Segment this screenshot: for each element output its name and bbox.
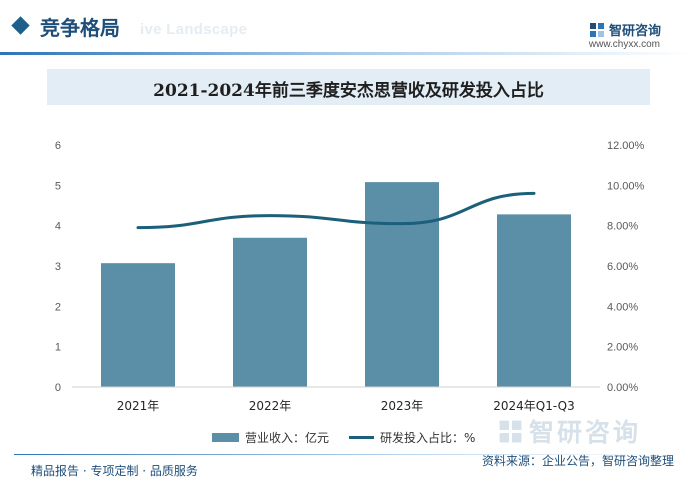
- y-left-tick-label: 5: [55, 180, 61, 192]
- bar-revenue: [365, 182, 439, 387]
- x-tick-label: 2023年: [381, 399, 424, 413]
- brand: 智研咨询: [589, 20, 661, 39]
- watermark-logo-icon: [499, 420, 522, 442]
- legend-label-rd-ratio: 研发投入占比：%: [380, 431, 476, 445]
- chart-title: 2021-2024年前三季度安杰思营收及研发投入占比: [153, 81, 544, 101]
- footer-watermark: 智研咨询: [498, 413, 641, 449]
- legend-bar-swatch: [212, 433, 239, 442]
- x-tick-label: 2024年Q1-Q3: [493, 399, 574, 413]
- y-left-tick-label: 4: [55, 221, 61, 233]
- section-watermark: ive Landscape: [140, 21, 248, 38]
- y-left-tick-label: 3: [55, 261, 61, 273]
- footer-slogan: 精品报告 · 专项定制 · 品质服务: [31, 464, 198, 478]
- legend-label-revenue: 营业收入：亿元: [245, 431, 330, 445]
- header: ive Landscape 竞争格局 智研咨询 www.chyxx.com: [0, 0, 691, 62]
- y-left-tick-label: 6: [55, 140, 61, 152]
- section-title: 竞争格局: [40, 16, 120, 40]
- y-right-tick-label: 6.00%: [607, 261, 638, 273]
- legend: 营业收入：亿元 研发投入占比：%: [212, 429, 495, 446]
- bar-revenue: [101, 263, 175, 387]
- brand-url: www.chyxx.com: [588, 39, 660, 50]
- x-tick-label: 2022年: [249, 399, 292, 413]
- y-right-tick-label: 0.00%: [607, 382, 638, 394]
- y-right-tick-label: 2.00%: [607, 342, 638, 354]
- bar-revenue: [497, 214, 571, 387]
- legend-line-swatch: [349, 436, 375, 439]
- legend-item-revenue: 营业收入：亿元: [212, 429, 329, 446]
- footer-source: 资料来源：企业公告，智研咨询整理: [481, 454, 674, 468]
- y-right-tick-label: 8.00%: [607, 221, 638, 233]
- footer: 精品报告 · 专项定制 · 品质服务 资料来源：企业公告，智研咨询整理: [0, 451, 691, 481]
- line-rd-ratio: [136, 191, 536, 230]
- y-left-tick-label: 0: [55, 382, 61, 394]
- x-tick-label: 2021年: [117, 399, 160, 413]
- footer-divider: [14, 454, 679, 455]
- y-right-tick-label: 4.00%: [607, 301, 638, 313]
- bar-revenue: [233, 237, 307, 387]
- y-right-tick-label: 12.00%: [607, 140, 645, 152]
- legend-item-rd-ratio: 研发投入占比：%: [349, 429, 475, 446]
- footer-watermark-text: 智研咨询: [529, 418, 642, 447]
- y-right-tick-label: 10.00%: [607, 180, 645, 192]
- chart-title-band: 2021-2024年前三季度安杰思营收及研发投入占比: [47, 69, 650, 105]
- brand-logo-icon: [589, 22, 604, 37]
- brand-name: 智研咨询: [608, 24, 661, 39]
- y-left-tick-label: 1: [55, 342, 61, 354]
- y-left-tick-label: 2: [55, 301, 61, 313]
- header-divider: [0, 52, 691, 55]
